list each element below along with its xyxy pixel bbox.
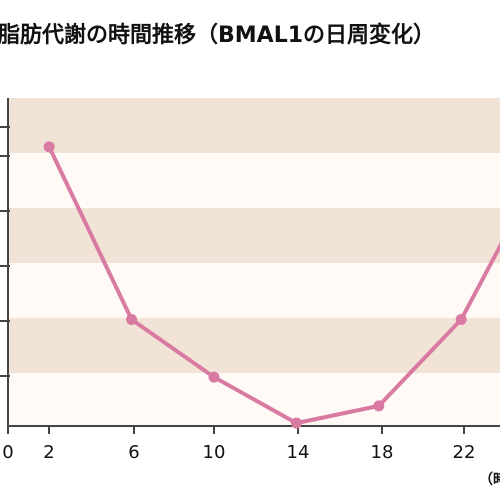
data-point [455, 314, 467, 326]
data-point [43, 141, 55, 153]
data-point [373, 400, 385, 412]
data-point [208, 371, 220, 383]
grid-band [8, 98, 500, 153]
x-tick-label: 0 [2, 442, 13, 463]
x-axis: 0 2 6 10 14 18 22 [2, 425, 500, 463]
x-tick-label: 18 [371, 442, 394, 463]
x-tick-label: 2 [43, 442, 54, 463]
chart-title: 脂肪代謝の時間推移（BMAL1の日周変化） [0, 22, 435, 48]
grid-band [8, 153, 500, 208]
x-tick-label: 14 [287, 442, 310, 463]
data-point [126, 314, 138, 326]
y-axis [0, 98, 10, 426]
grid-band [8, 318, 500, 373]
data-point [290, 417, 302, 429]
plot-background [8, 98, 500, 428]
grid-band [8, 263, 500, 318]
x-tick-label: 22 [453, 442, 476, 463]
x-axis-label: （時 [479, 471, 500, 488]
x-tick-label: 6 [128, 442, 139, 463]
series-layer [43, 141, 500, 429]
x-tick-label: 10 [203, 442, 226, 463]
